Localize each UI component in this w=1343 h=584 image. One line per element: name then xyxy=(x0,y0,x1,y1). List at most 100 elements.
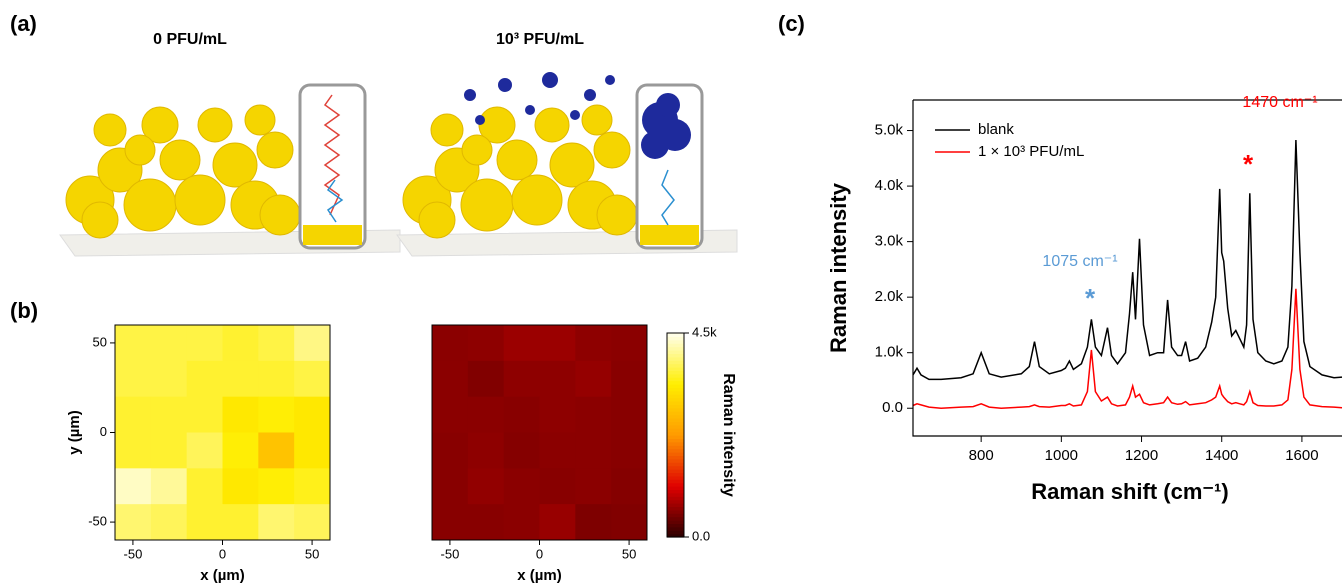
heatmap-cell xyxy=(611,432,648,469)
colorbar-step xyxy=(667,373,684,378)
illustration-label: 10³ PFU/mL xyxy=(496,31,584,48)
colorbar-step xyxy=(667,438,684,443)
heatmap-cell xyxy=(467,325,505,362)
heatmap-cell xyxy=(294,325,331,362)
y-tick-label: 50 xyxy=(93,334,107,349)
heatmap-cell xyxy=(467,504,505,541)
panel-label: (c) xyxy=(778,11,805,36)
heatmap-cell xyxy=(115,504,152,541)
heatmap-cell xyxy=(115,360,152,398)
colorbar-step xyxy=(667,377,684,382)
annotation: 1075 cm⁻¹ xyxy=(1042,253,1117,270)
heatmap-cell xyxy=(432,432,469,469)
heatmap-cell xyxy=(432,325,469,362)
heatmap-cell xyxy=(222,325,259,362)
heatmap-cell xyxy=(186,504,223,541)
colorbar-step xyxy=(667,370,684,375)
heatmap-cell xyxy=(186,325,223,362)
colorbar-tick-label: 0.0 xyxy=(692,528,710,543)
x-tick-label: 0 xyxy=(219,546,226,561)
colorbar-step xyxy=(667,448,684,453)
heatmap-cell xyxy=(186,360,223,398)
colorbar-step xyxy=(667,356,684,361)
series-line xyxy=(912,139,1343,381)
colorbar-step xyxy=(667,397,684,402)
colorbar-step xyxy=(667,486,684,490)
panel-label: (a) xyxy=(10,11,37,36)
colorbar-step xyxy=(667,509,684,514)
colorbar-step xyxy=(667,421,684,426)
heatmap-cell xyxy=(611,468,648,505)
heatmap-cell xyxy=(503,396,540,433)
heatmap-cell xyxy=(467,396,505,433)
heatmap-cell xyxy=(611,360,648,398)
colorbar-step xyxy=(667,414,684,419)
heatmap-cell xyxy=(258,432,295,469)
heatmap-cell xyxy=(294,432,331,469)
heatmap-cell xyxy=(150,504,188,541)
colorbar-step xyxy=(667,428,684,433)
colorbar-step xyxy=(667,452,684,456)
colorbar-step xyxy=(667,401,684,405)
heatmap-cell xyxy=(432,396,469,433)
colorbar-step xyxy=(667,387,684,392)
x-axis-label: x (µm) xyxy=(200,567,244,584)
heatmap-cell xyxy=(294,504,331,541)
heatmap-cell xyxy=(115,396,152,433)
y-tick-label: 2.0k xyxy=(875,288,904,305)
y-tick-label: 1.0k xyxy=(875,344,904,361)
heatmap-cell xyxy=(575,504,612,541)
colorbar-tick-label: 4.5k xyxy=(692,324,717,339)
colorbar-step xyxy=(667,360,684,365)
colorbar-step xyxy=(667,411,684,416)
x-tick-label: 1000 xyxy=(1045,447,1078,464)
y-tick-label: 4.0k xyxy=(875,177,904,194)
heatmap-cell xyxy=(294,360,331,398)
colorbar-step xyxy=(667,516,684,521)
colorbar-step xyxy=(667,506,684,511)
heatmap-cell xyxy=(575,432,612,469)
y-tick-label: -50 xyxy=(88,514,107,529)
colorbar-step xyxy=(667,346,684,351)
colorbar-step xyxy=(667,350,684,354)
x-axis-label: Raman shift (cm⁻¹) xyxy=(1031,479,1228,504)
heatmap-cell xyxy=(575,396,612,433)
heatmap-cell xyxy=(150,468,188,505)
heatmap-cell xyxy=(222,432,259,469)
heatmap-cell xyxy=(575,468,612,505)
x-tick-label: 50 xyxy=(622,546,636,561)
heatmap-cell xyxy=(539,325,576,362)
y-tick-label: 0 xyxy=(100,424,107,439)
colorbar-step xyxy=(667,499,684,504)
colorbar-step xyxy=(667,339,684,344)
heatmap-cell xyxy=(432,360,469,398)
heatmap-cell xyxy=(150,325,188,362)
colorbar-step xyxy=(667,492,684,497)
colorbar-step xyxy=(667,435,684,439)
x-tick-label: 1200 xyxy=(1125,447,1158,464)
y-tick-label: 3.0k xyxy=(875,233,904,250)
annotation: * xyxy=(1243,149,1254,179)
heatmap-cell xyxy=(503,360,540,398)
heatmap-cell xyxy=(222,396,259,433)
legend-label: blank xyxy=(978,121,1014,138)
heatmap-cell xyxy=(503,325,540,362)
heatmap-cell xyxy=(611,325,648,362)
colorbar-step xyxy=(667,384,684,388)
colorbar-frame xyxy=(666,332,685,538)
colorbar-step xyxy=(667,496,684,501)
colorbar-step xyxy=(667,472,684,477)
x-tick-label: 800 xyxy=(969,447,994,464)
annotation: * xyxy=(1085,283,1096,313)
colorbar-step xyxy=(667,489,684,494)
colorbar-label: Raman intensity xyxy=(720,373,737,497)
colorbar-step xyxy=(667,523,684,528)
heatmap-cell xyxy=(575,325,612,362)
heatmap-cell xyxy=(611,504,648,541)
colorbar-step xyxy=(667,462,684,467)
x-axis-label: x (µm) xyxy=(517,567,561,584)
colorbar-step xyxy=(667,482,684,487)
y-axis-label: y (µm) xyxy=(66,410,83,454)
heatmap-cell xyxy=(186,468,223,505)
